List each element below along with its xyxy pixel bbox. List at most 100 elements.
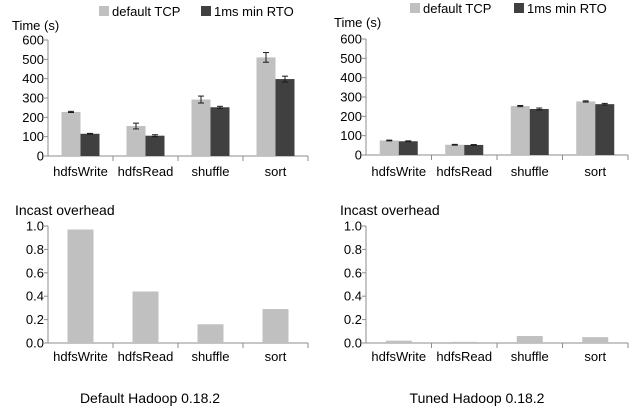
bar-overhead-hdfsread (451, 341, 478, 343)
x-tick-label-sort: sort (265, 349, 287, 364)
legend-label-min-rto: 1ms min RTO (214, 4, 294, 19)
legend-swatch-min-rto (201, 6, 211, 16)
y-tick-label: 600 (22, 33, 44, 48)
x-tick-label-hdfsread: hdfsRead (436, 164, 492, 179)
x-tick-label-hdfswrite: hdfsWrite (371, 349, 426, 364)
legend-swatch-default-tcp (99, 6, 109, 16)
y-tick-label: 0.2 (26, 312, 44, 327)
error-bar-default-tcp-sort (263, 52, 269, 63)
y-tick-label: 0.6 (344, 265, 362, 280)
legend-swatch-default-tcp (410, 3, 420, 13)
y-tick-label: 0.0 (26, 336, 44, 351)
legend-right: default TCP 1ms min RTO (410, 1, 607, 16)
x-tick-label-shuffle: shuffle (191, 164, 229, 179)
bar-1ms-min-rto-shuffle (529, 108, 549, 155)
x-tick-label-hdfswrite: hdfsWrite (53, 349, 108, 364)
bar-1ms-min-rto-hdfswrite (398, 141, 418, 155)
y-tick-label: 0.4 (26, 289, 44, 304)
y-tick-label: 1.0 (344, 219, 362, 234)
bar-1ms-min-rto-hdfswrite (80, 133, 100, 156)
time-chart-default-hadoop: 0 100 200 300 400 500 600 hdfsWrite hdfsRead shuf… (22, 33, 309, 179)
y-tick-label: 400 (340, 70, 362, 85)
bar-default-tcp-hdfsread (445, 144, 465, 155)
error-bar-1ms-min-rto-sort (601, 102, 608, 106)
bar-overhead-hdfsread (132, 291, 159, 343)
y-tick-label: 0.8 (344, 242, 362, 257)
y-tick-label: 1.0 (26, 219, 44, 234)
bar-1ms-min-rto-shuffle (210, 107, 230, 156)
error-bar-1ms-min-rto-hdfswrite (87, 132, 93, 135)
bar-default-tcp-shuffle (191, 99, 211, 156)
bar-default-tcp-hdfswrite (61, 111, 81, 156)
time-axis-label-right: Time (s) (334, 15, 381, 30)
time-axis-label-left: Time (s) (12, 18, 59, 33)
error-bar-default-tcp-shuffle (517, 105, 524, 108)
y-tick-label: 200 (340, 109, 362, 124)
x-tick-label-sort: sort (584, 349, 606, 364)
incast-title-left: Incast overhead (15, 202, 115, 218)
bar-overhead-hdfswrite (67, 229, 94, 343)
x-tick-label-hdfsread: hdfsRead (118, 164, 174, 179)
y-tick-label: 300 (340, 90, 362, 105)
error-bar-default-tcp-hdfsread (451, 143, 458, 146)
legend-swatch-min-rto (514, 3, 524, 13)
x-tick-label-hdfsread: hdfsRead (436, 349, 492, 364)
y-tick-label: 100 (22, 129, 44, 144)
y-tick-label: 300 (22, 91, 44, 106)
x-tick-label-shuffle: shuffle (511, 349, 549, 364)
x-tick-label-hdfswrite: hdfsWrite (371, 164, 426, 179)
y-tick-label: 0 (355, 148, 362, 163)
error-bar-1ms-min-rto-shuffle (217, 105, 223, 109)
y-tick-label: 0.8 (26, 242, 44, 257)
error-bar-1ms-min-rto-hdfsread (152, 134, 158, 138)
bar-overhead-shuffle (197, 324, 224, 343)
y-tick-label: 200 (22, 110, 44, 125)
time-chart-tuned-hadoop: 0 100 200 300 400 500 600 hdfsWrite hdfsRead shuf… (340, 32, 629, 179)
error-bar-default-tcp-hdfswrite (386, 139, 393, 142)
y-tick-label: 0 (37, 149, 44, 164)
legend-left: default TCP 1ms min RTO (99, 4, 294, 19)
x-tick-label-shuffle: shuffle (511, 164, 549, 179)
error-bar-default-tcp-sort (582, 100, 589, 103)
error-bar-1ms-min-rto-hdfsread (470, 144, 477, 146)
x-tick-label-sort: sort (265, 164, 287, 179)
bar-overhead-sort (582, 337, 609, 343)
y-tick-label: 0.2 (344, 312, 362, 327)
bar-overhead-hdfswrite (385, 340, 412, 343)
bar-1ms-min-rto-hdfsread (464, 144, 484, 155)
incast-chart-tuned-hadoop: 0.0 0.2 0.4 0.6 0.8 1.0 hdfsWrite hdfsRead shuff… (344, 219, 629, 364)
bar-overhead-sort (262, 309, 289, 343)
bar-default-tcp-hdfswrite (379, 140, 399, 155)
error-bar-1ms-min-rto-shuffle (536, 107, 543, 111)
y-tick-label: 500 (340, 51, 362, 66)
x-tick-label-shuffle: shuffle (191, 349, 229, 364)
bar-1ms-min-rto-sort (595, 104, 615, 155)
legend-label-default-tcp: default TCP (112, 4, 180, 19)
error-bar-1ms-min-rto-hdfswrite (405, 140, 412, 143)
y-tick-label: 400 (22, 71, 44, 86)
bar-default-tcp-sort (576, 101, 596, 155)
bar-default-tcp-shuffle (510, 106, 530, 155)
legend-label-default-tcp: default TCP (423, 1, 491, 16)
legend-label-min-rto: 1ms min RTO (527, 1, 607, 16)
error-bar-default-tcp-hdfsread (133, 122, 139, 130)
error-bar-1ms-min-rto-sort (282, 75, 288, 83)
y-tick-label: 500 (22, 52, 44, 67)
y-tick-label: 100 (340, 128, 362, 143)
y-tick-label: 600 (340, 32, 362, 47)
bar-1ms-min-rto-sort (275, 79, 295, 156)
y-tick-label: 0.0 (344, 336, 362, 351)
incast-chart-default-hadoop: 0.0 0.2 0.4 0.6 0.8 1.0 hdfsWrite hdfsRead shuff… (26, 219, 309, 364)
caption-default-hadoop: Default Hadoop 0.18.2 (80, 390, 220, 406)
bar-1ms-min-rto-hdfsread (145, 135, 165, 156)
bar-default-tcp-hdfsread (126, 126, 146, 156)
error-bar-default-tcp-hdfswrite (68, 110, 74, 113)
y-tick-label: 0.6 (26, 265, 44, 280)
incast-title-right: Incast overhead (340, 202, 440, 218)
y-tick-label: 0.4 (344, 289, 362, 304)
bar-default-tcp-sort (256, 57, 276, 156)
caption-tuned-hadoop: Tuned Hadoop 0.18.2 (410, 390, 545, 406)
error-bar-default-tcp-shuffle (198, 95, 204, 104)
x-tick-label-sort: sort (584, 164, 606, 179)
